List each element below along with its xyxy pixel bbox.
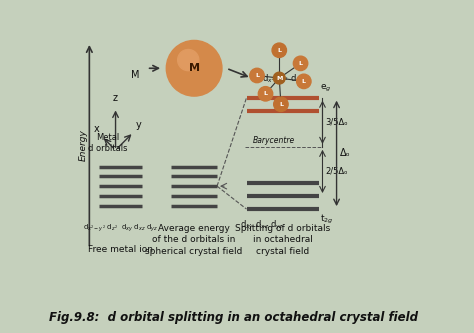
Text: Splitting of d orbitals
in octahedral
crystal field: Splitting of d orbitals in octahedral cr… xyxy=(235,224,330,256)
Text: 3/5Δₒ: 3/5Δₒ xyxy=(325,118,348,127)
Circle shape xyxy=(166,40,222,96)
Text: L: L xyxy=(277,48,281,53)
Circle shape xyxy=(250,68,264,83)
Text: z: z xyxy=(113,93,118,103)
Text: L: L xyxy=(279,102,283,107)
Text: Barycentre: Barycentre xyxy=(253,136,295,145)
Text: x: x xyxy=(93,125,99,135)
Text: M: M xyxy=(189,63,200,73)
Text: e$_g$: e$_g$ xyxy=(320,83,331,94)
Text: L: L xyxy=(255,73,259,78)
Text: L: L xyxy=(264,91,267,96)
Circle shape xyxy=(178,50,199,71)
Text: M: M xyxy=(131,70,139,80)
Text: d$_{x^2-y^2}$ d$_{z^2}$  d$_{xy}$ d$_{xz}$ d$_{yz}$: d$_{x^2-y^2}$ d$_{z^2}$ d$_{xy}$ d$_{xz}… xyxy=(83,222,158,234)
Circle shape xyxy=(272,43,286,58)
Text: L: L xyxy=(302,79,306,84)
Circle shape xyxy=(273,97,288,112)
Text: Metal
d orbitals: Metal d orbitals xyxy=(88,133,127,154)
Text: Free metal ion: Free metal ion xyxy=(88,245,153,254)
Text: Energy: Energy xyxy=(78,129,87,161)
Text: M: M xyxy=(276,76,283,81)
Circle shape xyxy=(258,87,273,101)
Circle shape xyxy=(297,74,311,89)
Text: Δₒ: Δₒ xyxy=(340,149,351,159)
Text: t$_{2g}$: t$_{2g}$ xyxy=(320,213,333,226)
Text: Fig.9.8:  d orbital splitting in an octahedral crystal field: Fig.9.8: d orbital splitting in an octah… xyxy=(49,311,418,324)
Circle shape xyxy=(293,56,308,71)
Text: Average energy
of the d orbitals in
spherical crystal field: Average energy of the d orbitals in sphe… xyxy=(146,224,243,256)
Text: d$_{xy}$ d$_{xz}$ d$_{yz}$: d$_{xy}$ d$_{xz}$ d$_{yz}$ xyxy=(240,219,284,232)
Text: d$_{x^2-y^2}$ d$_{z^2}$: d$_{x^2-y^2}$ d$_{z^2}$ xyxy=(262,73,303,86)
Circle shape xyxy=(273,72,285,84)
Text: L: L xyxy=(299,61,302,66)
Text: y: y xyxy=(136,121,142,131)
Text: 2/5Δₒ: 2/5Δₒ xyxy=(325,167,347,176)
